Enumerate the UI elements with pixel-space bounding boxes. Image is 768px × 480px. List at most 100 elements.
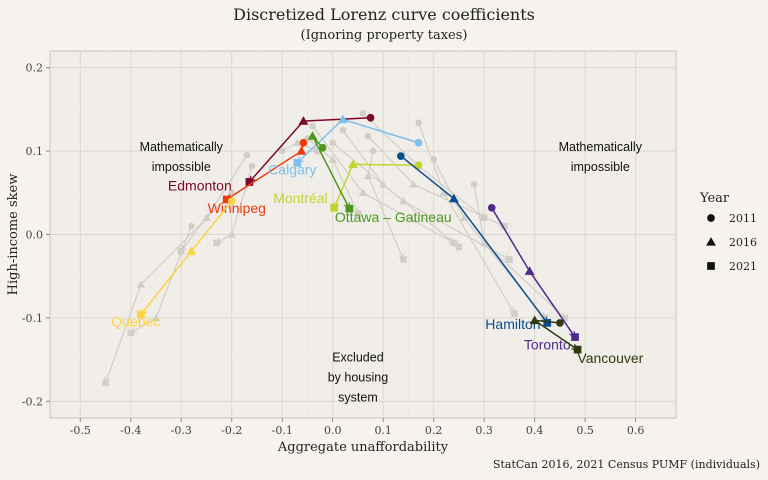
background-city-point-2016 <box>409 180 418 188</box>
annotation-text: Excluded by housing system <box>328 350 389 404</box>
background-city-point-2011 <box>278 147 286 155</box>
legend-symbol-triangle <box>706 237 716 246</box>
y-tick-label: 0.2 <box>26 62 44 75</box>
background-city-point-2021 <box>455 243 463 251</box>
x-tick-label: -0.5 <box>70 424 91 437</box>
background-city-point-2016 <box>202 213 211 221</box>
background-city-point-2011 <box>248 162 256 170</box>
calgary-point-2016 <box>337 114 348 124</box>
background-city-point-2011 <box>309 122 316 130</box>
background-city-point-2016 <box>151 313 161 322</box>
y-axis-title: High-income skew <box>6 174 21 296</box>
annotation-line: Mathematically <box>559 140 643 154</box>
hamilton-point-2016 <box>448 193 459 203</box>
background-city-point-2011 <box>188 222 195 230</box>
background-city-point-2021 <box>511 310 518 318</box>
y-tick-label: -0.2 <box>22 395 43 408</box>
toronto-point-2016 <box>524 266 535 275</box>
annotation-line: impossible <box>152 160 211 174</box>
vancouver-label: Vancouver <box>577 350 643 366</box>
montr-al-point-2016 <box>348 159 358 169</box>
annotation-line: system <box>338 390 378 404</box>
background-city-point-2016 <box>399 196 408 205</box>
background-city-point-2016 <box>227 230 236 238</box>
background-city-point-2011 <box>415 119 422 127</box>
background-city-point-2011 <box>430 156 437 163</box>
x-tick-label: 0.0 <box>324 424 342 437</box>
montr-al-point-2011 <box>414 161 423 170</box>
legend-title: Year <box>699 191 730 206</box>
montr-al-label: Montréal <box>273 190 327 206</box>
chart-subtitle: (Ignoring property taxes) <box>300 28 468 43</box>
background-city-point-2011 <box>364 132 372 140</box>
edmonton-point-2016 <box>298 116 309 125</box>
toronto-label: Toronto <box>524 337 571 353</box>
background-city-point-2016 <box>293 138 302 146</box>
background-city-point-2016 <box>358 188 368 196</box>
chart-title: Discretized Lorenz curve coefficients <box>233 5 535 24</box>
edmonton-label: Edmonton <box>168 177 232 193</box>
y-tick-label: 0.1 <box>26 145 44 158</box>
winnipeg-point-2016 <box>296 146 307 155</box>
x-tick-label: 0.2 <box>425 424 443 437</box>
y-tick-label: 0.0 <box>26 229 44 242</box>
grid <box>50 51 676 418</box>
background-city-point-2021 <box>127 329 135 337</box>
annotations: Mathematically impossible Mathematically im… <box>140 140 643 404</box>
edmonton-point-2021 <box>245 178 254 186</box>
toronto-point-2021 <box>571 333 579 341</box>
legend-label: 2021 <box>729 260 757 273</box>
background-city-point-2011 <box>339 126 347 134</box>
annotation-line: Excluded <box>332 350 383 364</box>
axes: -0.5 -0.4 -0.3 -0.2 -0.1 0.0 0.1 0.2 0.3 0.4 0.5 0.… <box>6 62 644 455</box>
x-tick-label: 0.5 <box>576 424 594 437</box>
legend-label: 2011 <box>729 212 757 225</box>
calgary-point-2021 <box>293 158 302 167</box>
ottawa-gatineau-point-2011 <box>318 143 327 152</box>
highlighted-cities: Edmonton Winnipeg Calgary Montréal Ottawa – … <box>111 113 644 366</box>
quebec-point-2021 <box>137 310 145 319</box>
background-city-point-2021 <box>314 147 321 155</box>
ottawa-gatineau-label: Ottawa – Gatineau <box>335 209 452 225</box>
winnipeg-label: Winnipeg <box>208 200 266 216</box>
legend-symbol-square <box>707 262 715 270</box>
ottawa-gatineau-point-2016 <box>307 131 318 140</box>
annotation-line: impossible <box>571 160 630 174</box>
background-city-point-2021 <box>213 239 220 247</box>
background-city-point-2016 <box>363 171 373 180</box>
background-city-point-2021 <box>354 210 362 217</box>
x-tick-label: 0.3 <box>475 424 493 437</box>
background-city-point-2011 <box>369 147 377 155</box>
x-axis-title: Aggregate unaffordability <box>277 440 449 455</box>
background-city-point-2016 <box>439 188 448 196</box>
background-city-point-2016 <box>136 280 146 288</box>
background-city-point-2011 <box>470 181 478 188</box>
annotation-text: Mathematically impossible <box>140 140 224 174</box>
calgary-label: Calgary <box>268 161 316 177</box>
x-tick-label: 0.1 <box>374 424 392 437</box>
winnipeg-point-2021 <box>222 195 231 204</box>
x-tick-label: 0.6 <box>627 424 645 437</box>
quebec-label: Quebec <box>111 313 160 329</box>
annotation-line: by housing <box>328 370 389 384</box>
background-city-point-2021 <box>506 256 513 263</box>
annotation-text: Mathematically impossible <box>559 140 643 174</box>
edmonton-point-2011 <box>366 113 375 122</box>
background-city-point-2021 <box>400 256 407 263</box>
legend: Year 2011 2016 2021 <box>699 191 757 273</box>
y-tick-label: -0.1 <box>22 312 43 325</box>
x-tick-label: -0.2 <box>221 424 242 437</box>
background-city-point-2021 <box>561 314 569 322</box>
winnipeg-point-2011 <box>299 138 308 147</box>
quebec-point-2011 <box>227 197 236 205</box>
background-cities <box>102 110 569 387</box>
background-city-point-2011 <box>359 110 367 117</box>
x-tick-label: -0.3 <box>171 424 192 437</box>
vancouver-point-2021 <box>573 345 582 354</box>
legend-symbol-circle <box>707 214 715 222</box>
background-city-point-2011 <box>329 139 337 147</box>
hamilton-point-2011 <box>397 152 405 160</box>
vancouver-point-2011 <box>556 319 564 327</box>
x-tick-label: -0.4 <box>120 424 141 437</box>
